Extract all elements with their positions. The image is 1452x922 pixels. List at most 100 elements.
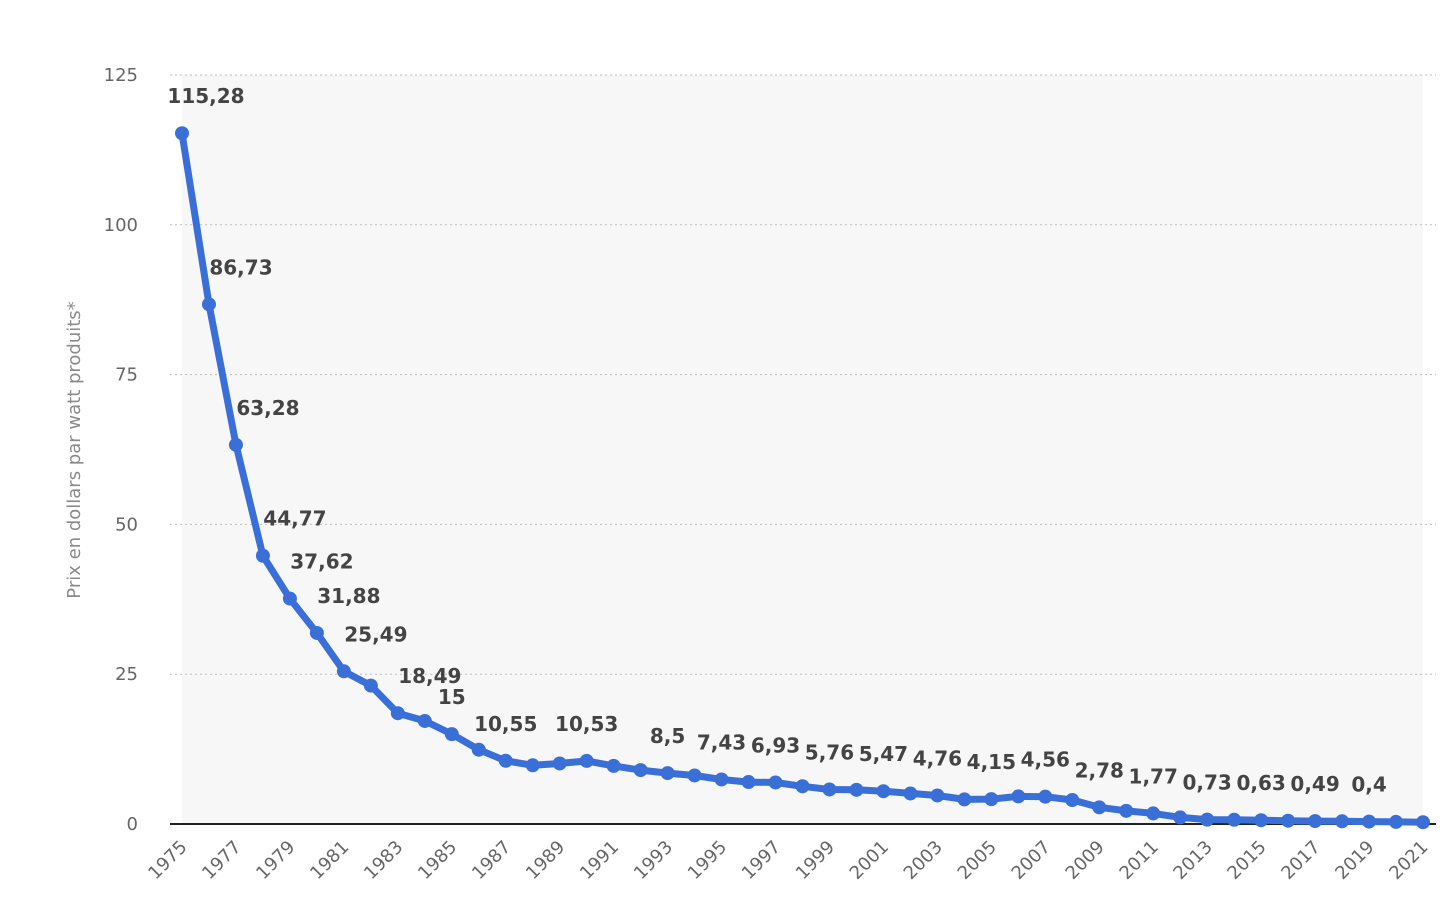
data-label-1995: 7,43 — [697, 730, 746, 754]
x-tick-label: 1979 — [252, 837, 299, 884]
data-label-1979: 37,62 — [290, 550, 353, 574]
data-point-2001 — [876, 784, 891, 799]
data-point-1978 — [255, 548, 270, 563]
x-tick-label: 1999 — [792, 837, 839, 884]
data-label-2007: 4,56 — [1021, 748, 1070, 772]
data-point-2005 — [984, 792, 999, 807]
data-label-2015: 0,63 — [1236, 771, 1285, 795]
y-axis-label: Prix en dollars par watt produits* — [64, 301, 85, 598]
data-point-2020 — [1389, 814, 1404, 829]
data-point-1994 — [687, 768, 702, 783]
data-point-1999 — [822, 782, 837, 797]
band-1996 — [721, 75, 776, 824]
x-tick-label: 1993 — [630, 837, 677, 884]
x-tick-label: 1989 — [522, 837, 569, 884]
data-point-1992 — [633, 763, 648, 778]
data-point-2012 — [1173, 810, 1188, 825]
data-point-2004 — [957, 792, 972, 807]
data-point-1989 — [552, 756, 567, 771]
x-tick-label: 1991 — [576, 837, 623, 884]
data-point-1996 — [741, 775, 756, 790]
data-label-1978: 44,77 — [263, 507, 326, 531]
data-label-2003: 4,76 — [913, 746, 962, 770]
band-1980 — [289, 75, 344, 824]
data-point-1981 — [336, 664, 351, 679]
data-label-1997: 6,93 — [751, 733, 800, 757]
data-point-2002 — [903, 786, 918, 801]
band-2016 — [1261, 75, 1316, 824]
data-label-1983: 18,49 — [398, 664, 461, 688]
band-2014 — [1207, 75, 1262, 824]
y-tick-label: 50 — [115, 514, 138, 535]
band-1994 — [667, 75, 722, 824]
data-point-2016 — [1281, 813, 1296, 828]
data-point-1982 — [363, 678, 378, 693]
x-tick-label: 1983 — [360, 837, 407, 884]
data-label-2009: 2,78 — [1075, 758, 1124, 782]
data-point-1990 — [579, 753, 594, 768]
data-label-1976: 86,73 — [209, 255, 272, 279]
band-2004 — [937, 75, 992, 824]
data-point-1986 — [471, 742, 486, 757]
band-1984 — [397, 75, 452, 824]
data-point-1995 — [714, 772, 729, 787]
data-point-2007 — [1038, 789, 1053, 804]
data-point-2014 — [1227, 812, 1242, 827]
x-tick-label: 1985 — [414, 837, 461, 884]
band-2000 — [829, 75, 884, 824]
data-point-1997 — [768, 775, 783, 790]
band-2006 — [991, 75, 1046, 824]
data-point-2009 — [1092, 800, 1107, 815]
data-point-1988 — [525, 758, 540, 773]
data-point-1984 — [417, 713, 432, 728]
x-tick-label: 1997 — [738, 837, 785, 884]
data-point-2011 — [1146, 806, 1161, 821]
data-label-1990: 10,53 — [555, 712, 618, 736]
data-point-1987 — [498, 753, 513, 768]
data-point-2010 — [1119, 803, 1134, 818]
x-axis-ticks: 1975 1977 1979 1981 1983 1985 1987 1989 1991 1993… — [144, 837, 1432, 884]
band-2010 — [1099, 75, 1154, 824]
x-tick-label: 2015 — [1223, 837, 1270, 884]
y-tick-label: 0 — [127, 814, 138, 835]
band-1986 — [451, 75, 506, 824]
data-label-1977: 63,28 — [236, 396, 299, 420]
data-point-1979 — [282, 591, 297, 606]
y-tick-label: 125 — [104, 65, 138, 86]
x-tick-label: 2005 — [954, 837, 1001, 884]
x-tick-label: 2009 — [1062, 837, 1109, 884]
y-tick-label: 100 — [104, 215, 138, 236]
data-label-1987: 10,55 — [474, 712, 537, 736]
y-axis-ticks: 0 25 50 75 100 125 — [104, 65, 138, 835]
data-point-1977 — [228, 437, 243, 452]
data-label-2001: 5,47 — [859, 742, 908, 766]
x-tick-label: 2011 — [1116, 837, 1163, 884]
data-point-1983 — [390, 706, 405, 721]
data-point-2015 — [1254, 813, 1269, 828]
band-2018 — [1315, 75, 1370, 824]
data-point-2000 — [849, 782, 864, 797]
data-labels: 115,28 86,73 63,28 44,77 37,62 31,88 25,49 18,4… — [167, 84, 1386, 796]
band-1982 — [343, 75, 398, 824]
data-point-2003 — [930, 788, 945, 803]
y-tick-label: 75 — [115, 365, 138, 386]
band-2020 — [1369, 75, 1423, 824]
data-point-2017 — [1308, 814, 1323, 829]
data-label-2017: 0,49 — [1290, 772, 1339, 796]
band-1990 — [559, 75, 614, 824]
data-label-1999: 5,76 — [805, 740, 854, 764]
data-point-1985 — [444, 727, 459, 742]
x-tick-label: 2007 — [1008, 837, 1055, 884]
data-point-1980 — [309, 625, 324, 640]
data-point-1975 — [175, 126, 189, 141]
data-point-1976 — [201, 297, 216, 312]
band-1988 — [505, 75, 560, 824]
data-point-1998 — [795, 779, 810, 794]
x-tick-label: 2019 — [1331, 837, 1378, 884]
data-label-1980: 31,88 — [317, 584, 380, 608]
y-tick-label: 25 — [115, 664, 138, 685]
x-tick-label: 2017 — [1277, 837, 1324, 884]
data-point-1993 — [660, 766, 675, 781]
data-label-1975: 115,28 — [167, 84, 244, 108]
gridlines — [170, 74, 1436, 675]
